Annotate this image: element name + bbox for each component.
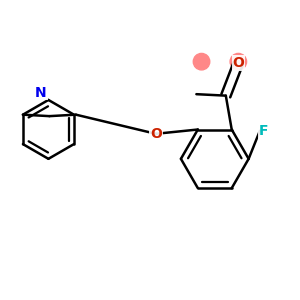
Text: N: N (35, 85, 47, 100)
Circle shape (230, 53, 247, 70)
Text: O: O (232, 56, 244, 70)
Text: F: F (259, 124, 268, 138)
Text: O: O (150, 127, 162, 141)
Circle shape (193, 53, 210, 70)
